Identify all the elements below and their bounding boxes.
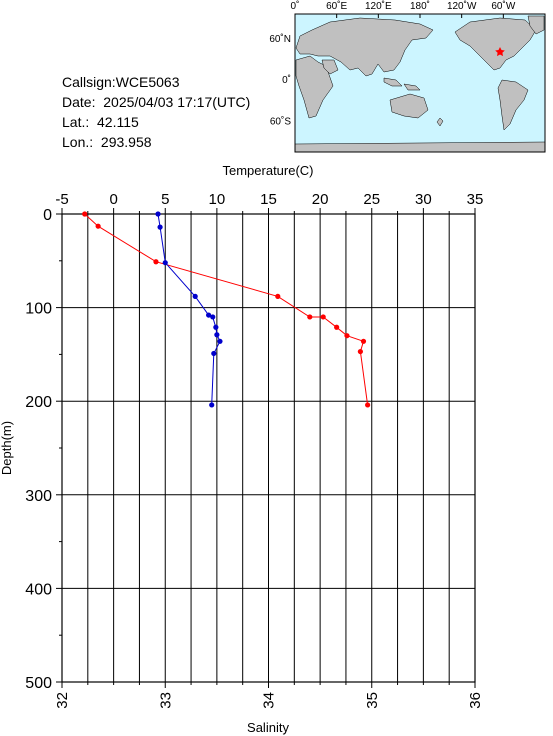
temperature-tick-label: 0: [109, 191, 117, 208]
depth-tick-label: 500: [25, 675, 52, 692]
temperature-data-point: [153, 259, 159, 265]
map-top-label: 120˚W: [447, 0, 477, 12]
depth-tick-label: 200: [25, 394, 52, 411]
y-axis-title: Depth(m): [0, 421, 14, 475]
salinity-data-point: [217, 338, 223, 344]
map-land: [294, 15, 546, 153]
depth-tick-label: 100: [25, 301, 52, 318]
map-marker: [495, 47, 505, 57]
map-left-label: 60˚S: [270, 116, 291, 128]
salinity-data-point: [213, 324, 219, 330]
temperature-data-point: [360, 338, 367, 344]
temperature-data-point: [275, 293, 281, 299]
temperature-tick-label: -5: [55, 191, 68, 208]
map-left-label: 60˚N: [269, 33, 291, 45]
temperature-data-point: [307, 314, 313, 320]
salinity-tick-label: 36: [467, 692, 484, 709]
temperature-data-point: [357, 348, 363, 355]
depth-tick-label: 400: [25, 581, 52, 598]
salinity-tick-label: 35: [364, 692, 381, 709]
map-top-label: 0˚: [291, 0, 300, 12]
temperature-data-point: [334, 324, 340, 330]
date-text: Date: 2025/04/03 17:17(UTC): [62, 94, 251, 110]
temperature-profile-line: [84, 213, 369, 405]
temperature-data-point: [365, 402, 371, 408]
map-top-label: 120˚E: [365, 0, 392, 12]
temperature-data-point: [82, 211, 88, 217]
map-top-label: 60˚W: [491, 0, 515, 12]
salinity-data-point: [211, 350, 217, 357]
temperature-tick-label: 20: [312, 191, 329, 208]
temperature-data-point: [95, 223, 101, 229]
salinity-data-point: [157, 224, 163, 230]
map-top-label: 60˚E: [326, 0, 347, 12]
temperature-tick-label: 15: [260, 191, 277, 208]
salinity-data-point: [206, 312, 212, 318]
salinity-data-point: [210, 314, 216, 320]
salinity-data-point: [162, 260, 168, 266]
temperature-tick-label: 35: [467, 191, 484, 208]
depth-tick-label: 300: [25, 488, 52, 505]
longitude-text: Lon.: 293.958: [62, 134, 152, 150]
salinity-tick-label: 32: [54, 692, 71, 709]
salinity-profile-line: [157, 213, 221, 405]
map-left-label: 0˚: [282, 74, 291, 86]
salinity-data-point: [155, 211, 161, 217]
temperature-tick-label: 5: [161, 191, 169, 208]
latitude-text: Lat.: 42.115: [62, 114, 139, 130]
map-top-label: 180˚: [410, 0, 430, 12]
salinity-data-point: [209, 402, 215, 408]
top-axis-title: Temperature(C): [222, 163, 313, 178]
temperature-tick-label: 30: [415, 191, 432, 208]
temperature-data-point: [320, 314, 326, 320]
depth-tick-label: 0: [43, 207, 52, 224]
bottom-axis-title: Salinity: [247, 720, 289, 735]
salinity-tick-label: 34: [261, 692, 278, 709]
location-map: 0˚ 60˚E 120˚E 180˚ 120˚W 60˚W 60˚N 0˚ 60˚S: [269, 0, 546, 153]
salinity-tick-label: 33: [157, 692, 174, 709]
temperature-tick-label: 25: [363, 191, 380, 208]
salinity-data-point: [192, 293, 198, 299]
map-left-labels: 60˚N 0˚ 60˚S: [269, 33, 291, 128]
temperature-tick-label: 10: [209, 191, 226, 208]
callsign-text: Callsign:WCE5063: [62, 74, 180, 90]
temperature-data-point: [344, 333, 350, 339]
salinity-data-point: [214, 332, 220, 338]
map-top-labels: 0˚ 60˚E 120˚E 180˚ 120˚W 60˚W: [291, 0, 516, 12]
